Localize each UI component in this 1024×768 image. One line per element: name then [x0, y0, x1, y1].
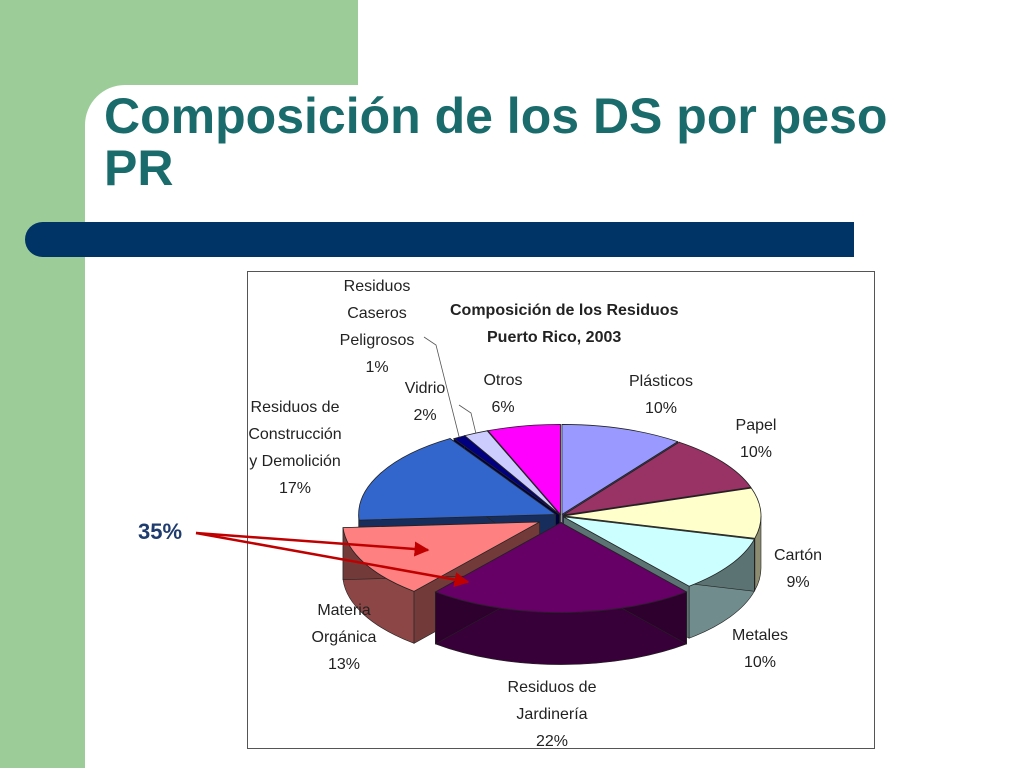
data-label: Papel 10%	[736, 417, 777, 461]
data-label: Residuos de Construcción y Demolición 17%	[248, 399, 341, 497]
pie-slice	[358, 438, 557, 521]
data-label: Plásticos 10%	[629, 373, 693, 417]
data-label: Cartón 9%	[774, 547, 822, 591]
pie-slice	[487, 423, 561, 516]
pie-slice	[563, 487, 762, 539]
leader-line	[458, 404, 477, 434]
data-label: Residuos de Jardinería 22%	[508, 679, 597, 750]
slide-title-line-1: Composición de los DS por peso	[104, 88, 888, 144]
pie-slice	[561, 424, 679, 516]
data-label: Vidrio 2%	[405, 380, 446, 424]
data-label: Metales 10%	[732, 627, 788, 671]
pie-slice	[434, 522, 688, 613]
chart-subtitle: Puerto Rico, 2003	[487, 329, 621, 346]
pie-top-layer	[342, 423, 762, 613]
data-label: Otros 6%	[483, 372, 522, 416]
chart-frame: Composición de los Residuos Puerto Rico, …	[247, 271, 875, 750]
slide-title-line-2: PR	[104, 140, 174, 196]
pie-chart: Composición de los Residuos Puerto Rico, …	[248, 278, 822, 750]
title-underline-bar	[25, 222, 854, 257]
data-label: Residuos Caseros Peligrosos 1%	[340, 278, 415, 376]
callout-label: 35%	[138, 519, 183, 544]
pie-slice	[563, 516, 755, 587]
chart-title: Composición de los Residuos	[450, 302, 679, 319]
data-label: Materia Orgánica 13%	[312, 602, 377, 673]
leader-line	[423, 336, 460, 438]
pie-slice	[563, 441, 752, 516]
slide-title: Composición de los DS por peso PR	[104, 90, 887, 194]
